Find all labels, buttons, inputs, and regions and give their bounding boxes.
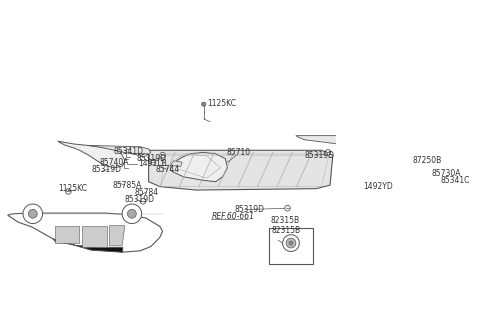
Polygon shape	[58, 141, 125, 168]
Text: 85785A: 85785A	[112, 181, 142, 190]
Text: 85744: 85744	[156, 165, 180, 174]
Circle shape	[160, 152, 166, 158]
Circle shape	[140, 199, 146, 204]
Text: 1492YD: 1492YD	[363, 182, 393, 191]
Polygon shape	[88, 145, 151, 157]
Circle shape	[28, 209, 37, 218]
Circle shape	[417, 159, 422, 165]
Circle shape	[369, 186, 374, 191]
Circle shape	[415, 159, 420, 165]
Text: REF.60-661: REF.60-661	[211, 212, 254, 221]
Polygon shape	[353, 157, 422, 168]
Circle shape	[66, 189, 71, 194]
Bar	[269, 228, 313, 264]
Circle shape	[128, 209, 136, 218]
Polygon shape	[170, 161, 182, 166]
Polygon shape	[53, 239, 123, 252]
Polygon shape	[149, 150, 333, 190]
Text: 85730A: 85730A	[432, 169, 461, 178]
Circle shape	[283, 235, 300, 252]
Circle shape	[23, 204, 43, 224]
Circle shape	[325, 150, 331, 155]
Circle shape	[202, 102, 206, 106]
Text: 85319D: 85319D	[234, 205, 264, 214]
Circle shape	[289, 241, 293, 245]
Text: 85341C: 85341C	[440, 176, 469, 185]
Circle shape	[122, 204, 142, 224]
Text: 82315B: 82315B	[271, 226, 300, 235]
Polygon shape	[82, 226, 107, 247]
Text: 85319D: 85319D	[91, 165, 121, 174]
Polygon shape	[363, 158, 381, 166]
Text: 85319D: 85319D	[304, 151, 334, 160]
Polygon shape	[170, 152, 228, 182]
Text: 1491LB: 1491LB	[138, 159, 167, 168]
Circle shape	[150, 159, 156, 165]
Text: 85740A: 85740A	[99, 158, 129, 167]
Text: 85319D: 85319D	[125, 195, 155, 204]
Text: 85341D: 85341D	[113, 147, 143, 156]
Circle shape	[416, 161, 418, 163]
Polygon shape	[55, 226, 79, 243]
Circle shape	[285, 205, 290, 211]
Polygon shape	[392, 141, 446, 177]
Text: 1125KC: 1125KC	[207, 99, 236, 108]
Circle shape	[286, 238, 296, 248]
Text: 85784: 85784	[135, 188, 159, 197]
Text: 85319D: 85319D	[137, 154, 167, 163]
Text: 82315B: 82315B	[270, 216, 299, 225]
Polygon shape	[296, 136, 406, 147]
Text: 87250B: 87250B	[412, 156, 442, 165]
Text: 85710: 85710	[226, 148, 250, 157]
Polygon shape	[109, 226, 125, 246]
Text: 1125KC: 1125KC	[58, 184, 87, 193]
Polygon shape	[8, 213, 163, 252]
